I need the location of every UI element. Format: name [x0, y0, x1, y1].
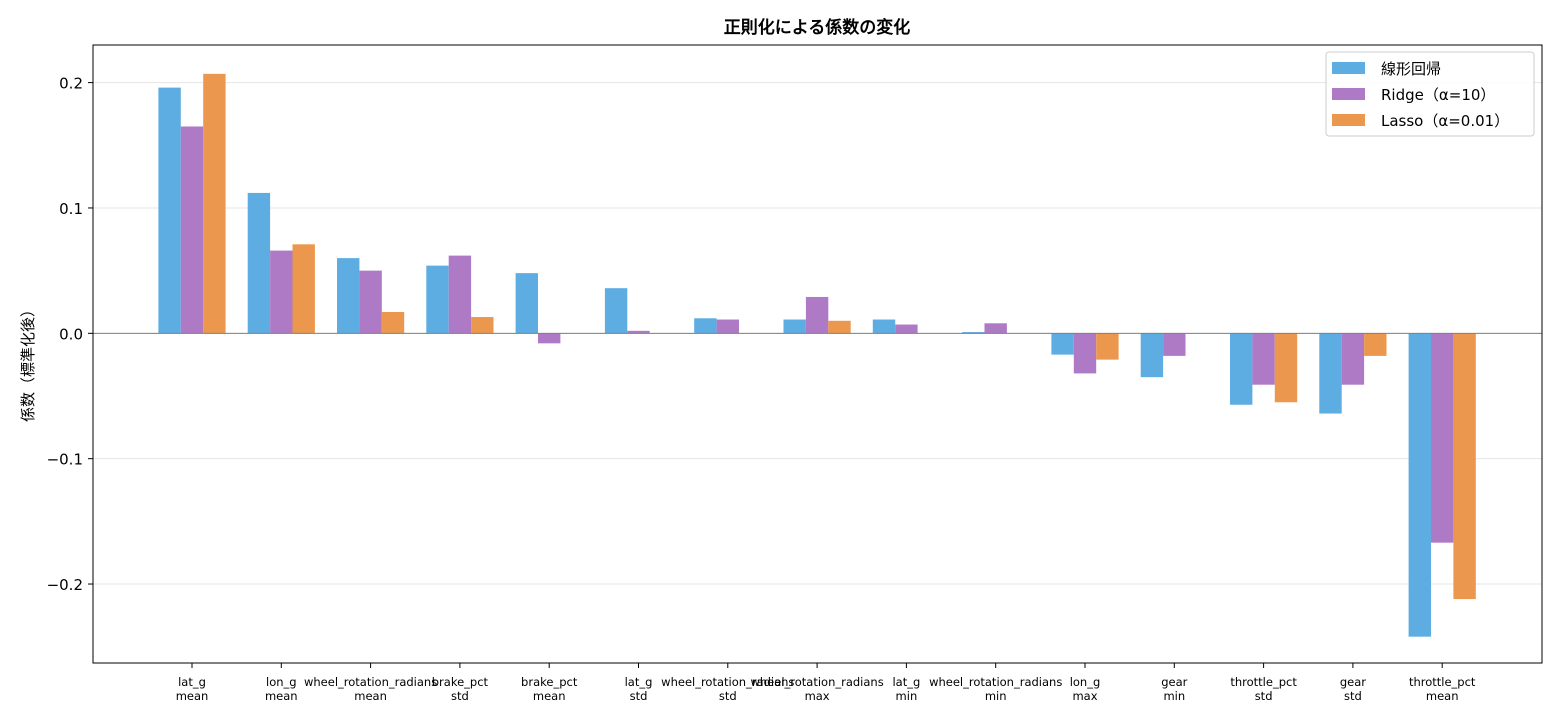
x-tick-label: lat_g min	[892, 675, 920, 703]
bar	[1096, 333, 1119, 360]
legend-swatch	[1332, 62, 1365, 74]
y-tick-label: 0.2	[59, 75, 83, 93]
x-tick-label: wheel_rotation_radians min	[929, 675, 1062, 703]
x-tick-label: lat_g mean	[176, 675, 209, 703]
x-tick-label: lat_g std	[625, 675, 653, 703]
bar	[872, 319, 896, 334]
bar	[962, 332, 985, 334]
x-tick-label: wheel_rotation_radians max	[750, 675, 883, 703]
bar	[805, 296, 829, 334]
legend-entry: 線形回帰	[1381, 60, 1441, 78]
bar	[828, 320, 851, 334]
x-tick-label: lon_g mean	[265, 675, 298, 703]
bar	[381, 312, 405, 334]
x-tick-label: wheel_rotation_radians mean	[304, 675, 437, 703]
x-tick-label: throttle_pct mean	[1409, 675, 1476, 703]
bar	[604, 288, 628, 334]
bar	[471, 317, 494, 334]
bar	[1140, 333, 1164, 378]
legend-swatch	[1332, 88, 1365, 100]
x-tick-label: brake_pct mean	[521, 675, 578, 703]
bar	[1252, 333, 1275, 385]
legend: 線形回帰 Ridge（α=10） Lasso（α=0.01）	[1325, 51, 1535, 137]
bar	[247, 192, 271, 334]
x-tick-label: gear min	[1161, 675, 1187, 703]
legend-entry: Lasso（α=0.01）	[1381, 112, 1509, 130]
x-tick-label: wheel_rotation_radians std	[661, 675, 794, 703]
bar	[1051, 333, 1074, 355]
bar	[538, 333, 561, 344]
bar	[359, 270, 382, 334]
bar	[292, 244, 315, 334]
y-tick-label: −0.1	[47, 451, 83, 469]
bar	[1230, 333, 1253, 405]
bar	[1364, 333, 1387, 356]
bar	[895, 324, 918, 334]
bar	[984, 323, 1007, 334]
y-axis-label: 係数（標準化後）	[19, 302, 37, 422]
bar	[158, 87, 181, 334]
bar	[1341, 333, 1365, 385]
bar	[515, 273, 538, 334]
x-tick-label: lon_g max	[1070, 675, 1101, 703]
y-tick-label: 0.1	[59, 200, 83, 218]
bar	[337, 258, 360, 334]
bar	[627, 330, 650, 334]
bar	[1274, 333, 1298, 403]
y-tick-label: −0.2	[47, 576, 83, 594]
x-tick-label: throttle_pct std	[1230, 675, 1297, 703]
bar	[1073, 333, 1097, 374]
bar	[694, 318, 717, 334]
bar	[716, 319, 739, 334]
y-tick-label: 0.0	[59, 325, 83, 343]
bar	[203, 73, 226, 334]
bar	[1453, 333, 1476, 600]
x-tick-label: gear std	[1340, 675, 1366, 703]
bar	[448, 255, 472, 334]
legend-swatch	[1332, 114, 1365, 126]
y-axis: −0.2 −0.1 0.0 0.1 0.2	[47, 75, 93, 594]
legend-entry: Ridge（α=10）	[1381, 86, 1495, 104]
bar	[783, 319, 806, 334]
bar	[426, 265, 449, 334]
bar	[180, 126, 204, 334]
legend-box	[1325, 51, 1535, 137]
bars	[158, 73, 1476, 637]
bar	[1163, 333, 1186, 356]
x-tick-label: brake_pct std	[432, 675, 489, 703]
bar	[270, 250, 293, 334]
chart-title: 正則化による係数の変化	[724, 17, 911, 38]
bar	[1408, 333, 1431, 637]
bar	[1319, 333, 1342, 414]
bar	[1431, 333, 1454, 543]
